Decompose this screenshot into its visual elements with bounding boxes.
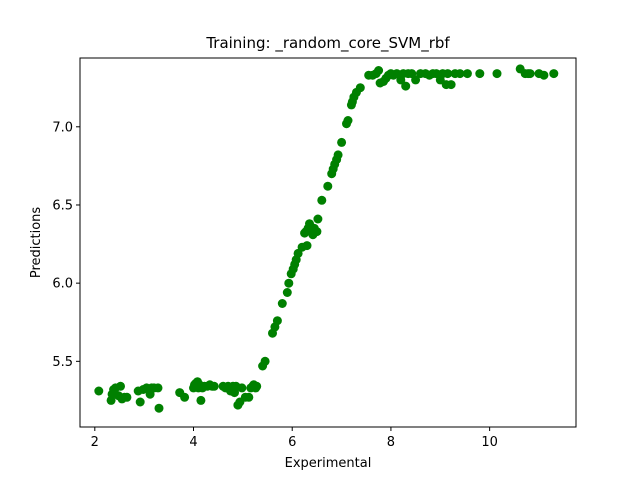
data-point xyxy=(443,69,453,79)
y-tick-label: 7.0 xyxy=(52,120,73,135)
data-point xyxy=(252,381,262,391)
data-point xyxy=(284,278,294,288)
data-point xyxy=(237,383,247,393)
data-point xyxy=(333,150,343,160)
y-tick-label: 6.5 xyxy=(52,198,73,213)
chart-title: Training: _random_core_SVM_rbf xyxy=(205,34,450,53)
data-points xyxy=(94,64,559,413)
x-tick-label: 8 xyxy=(387,435,395,450)
data-point xyxy=(337,137,347,147)
data-point xyxy=(277,299,287,308)
data-point xyxy=(539,70,549,80)
data-point xyxy=(313,214,323,224)
data-point xyxy=(355,83,365,93)
data-point xyxy=(244,392,254,402)
data-point xyxy=(209,381,219,391)
data-point xyxy=(260,356,270,366)
data-point xyxy=(549,69,559,79)
x-tick-label: 2 xyxy=(91,435,99,450)
data-point xyxy=(94,386,104,396)
x-tick-label: 6 xyxy=(288,435,296,450)
data-point xyxy=(272,316,282,326)
data-point xyxy=(180,392,190,402)
data-point xyxy=(462,69,472,79)
y-tick-label: 5.5 xyxy=(52,355,73,370)
data-point xyxy=(122,392,132,402)
data-point xyxy=(154,403,164,413)
y-axis-ticks: 5.5 6.0 6.5 7.0 xyxy=(52,120,80,370)
data-point xyxy=(475,69,485,79)
data-point xyxy=(323,181,333,191)
plot-frame xyxy=(79,57,577,428)
data-point xyxy=(282,288,292,297)
x-axis-label: Experimental xyxy=(285,456,372,471)
x-tick-label: 10 xyxy=(481,435,498,450)
data-point xyxy=(343,116,353,125)
data-point xyxy=(446,80,456,90)
data-point xyxy=(302,241,312,251)
data-point xyxy=(411,75,421,85)
data-point xyxy=(401,81,411,91)
data-point xyxy=(116,381,125,391)
data-point xyxy=(135,397,145,407)
data-point xyxy=(312,227,322,237)
data-point xyxy=(525,69,535,79)
x-tick-label: 4 xyxy=(189,435,197,450)
data-point xyxy=(374,66,384,75)
data-point xyxy=(492,69,502,79)
data-point xyxy=(455,69,465,79)
x-axis-ticks: 2 4 6 8 10 xyxy=(91,427,498,450)
data-point xyxy=(153,383,163,393)
data-point xyxy=(196,395,206,405)
y-axis-label: Predictions xyxy=(29,207,44,279)
data-point xyxy=(317,195,327,205)
y-tick-label: 6.0 xyxy=(52,277,73,292)
